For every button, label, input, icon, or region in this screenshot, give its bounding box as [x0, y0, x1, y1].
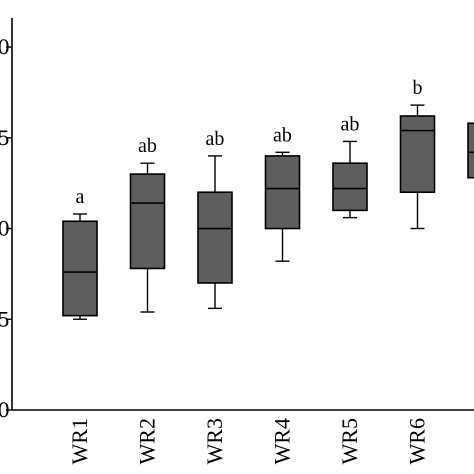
y-tick-label: 0 — [0, 398, 10, 422]
iqr-box — [264, 155, 301, 230]
significance-label: ab — [206, 128, 225, 150]
category-label: WR1 — [67, 418, 92, 464]
box-wr5 — [332, 140, 368, 219]
significance-label: b — [413, 77, 423, 99]
category-label: WR4 — [270, 418, 295, 464]
category-label: WR2 — [135, 418, 160, 464]
iqr-box — [467, 122, 474, 179]
category-label: WR5 — [337, 418, 362, 464]
iqr-box — [332, 162, 368, 212]
box-wr7 — [467, 122, 474, 179]
y-tick-label: 5 — [0, 307, 10, 331]
iqr-box — [62, 220, 98, 317]
category-label: WR — [472, 418, 474, 454]
box-wr2 — [129, 162, 166, 313]
significance-label: ab — [273, 124, 292, 146]
box-series — [62, 104, 474, 320]
significance-labels: aababababbb — [76, 77, 423, 208]
box-wr6 — [399, 104, 436, 230]
y-tick-label: 0 — [0, 35, 10, 59]
box-wr4 — [264, 151, 301, 262]
y-tick-label: 0 — [0, 217, 10, 241]
category-label: WR3 — [202, 418, 227, 464]
y-axis: 0 5 0 5 0 — [0, 18, 13, 422]
iqr-box — [129, 173, 166, 270]
category-label: WR6 — [405, 418, 430, 464]
box-wr1 — [62, 213, 98, 320]
significance-label: ab — [138, 135, 157, 157]
significance-label: a — [76, 186, 85, 208]
box-wr3 — [197, 155, 233, 310]
significance-label: ab — [341, 113, 360, 135]
iqr-box — [399, 115, 436, 194]
iqr-box — [197, 191, 233, 284]
category-labels: WR1 WR2 WR3 WR4 WR5 WR6 WR — [67, 418, 474, 465]
y-tick-label: 5 — [0, 126, 10, 150]
